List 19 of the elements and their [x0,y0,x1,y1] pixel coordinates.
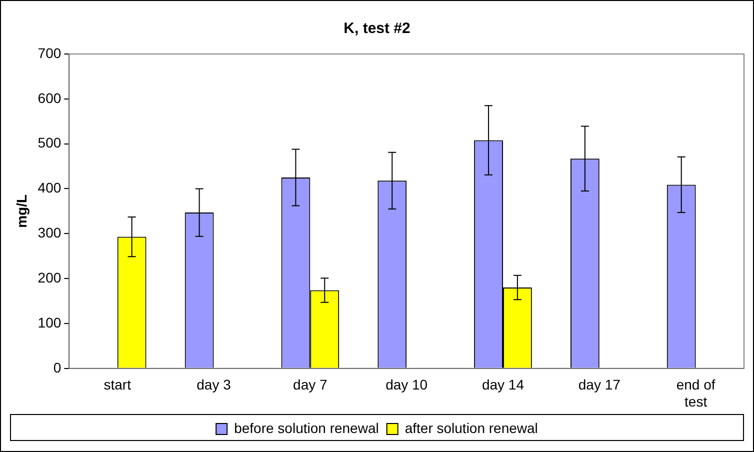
legend-label: after solution renewal [404,420,538,436]
y-tick-label: 0 [53,359,62,376]
y-tick-label: 700 [38,44,62,61]
x-tick-label: day 7 [293,376,328,393]
chart-title: K, test #2 [344,20,410,38]
x-tick-label: day 14 [482,376,524,393]
y-axis-title: mg/L [13,194,30,228]
y-tick-label: 300 [38,224,62,241]
x-tick-label: day 10 [386,376,428,393]
y-tick-label: 400 [38,180,62,196]
legend-label: before solution renewal [234,420,379,436]
y-tick-label: 200 [38,269,62,286]
x-tick-label: end of test [676,376,716,410]
x-tick-label: day 3 [196,376,232,393]
y-tick-label: 600 [38,90,62,106]
x-tick-label: start [104,376,132,393]
x-tick-label: day 17 [578,376,621,393]
y-tick-label: 500 [38,134,62,151]
y-tick-label: 100 [38,314,62,330]
